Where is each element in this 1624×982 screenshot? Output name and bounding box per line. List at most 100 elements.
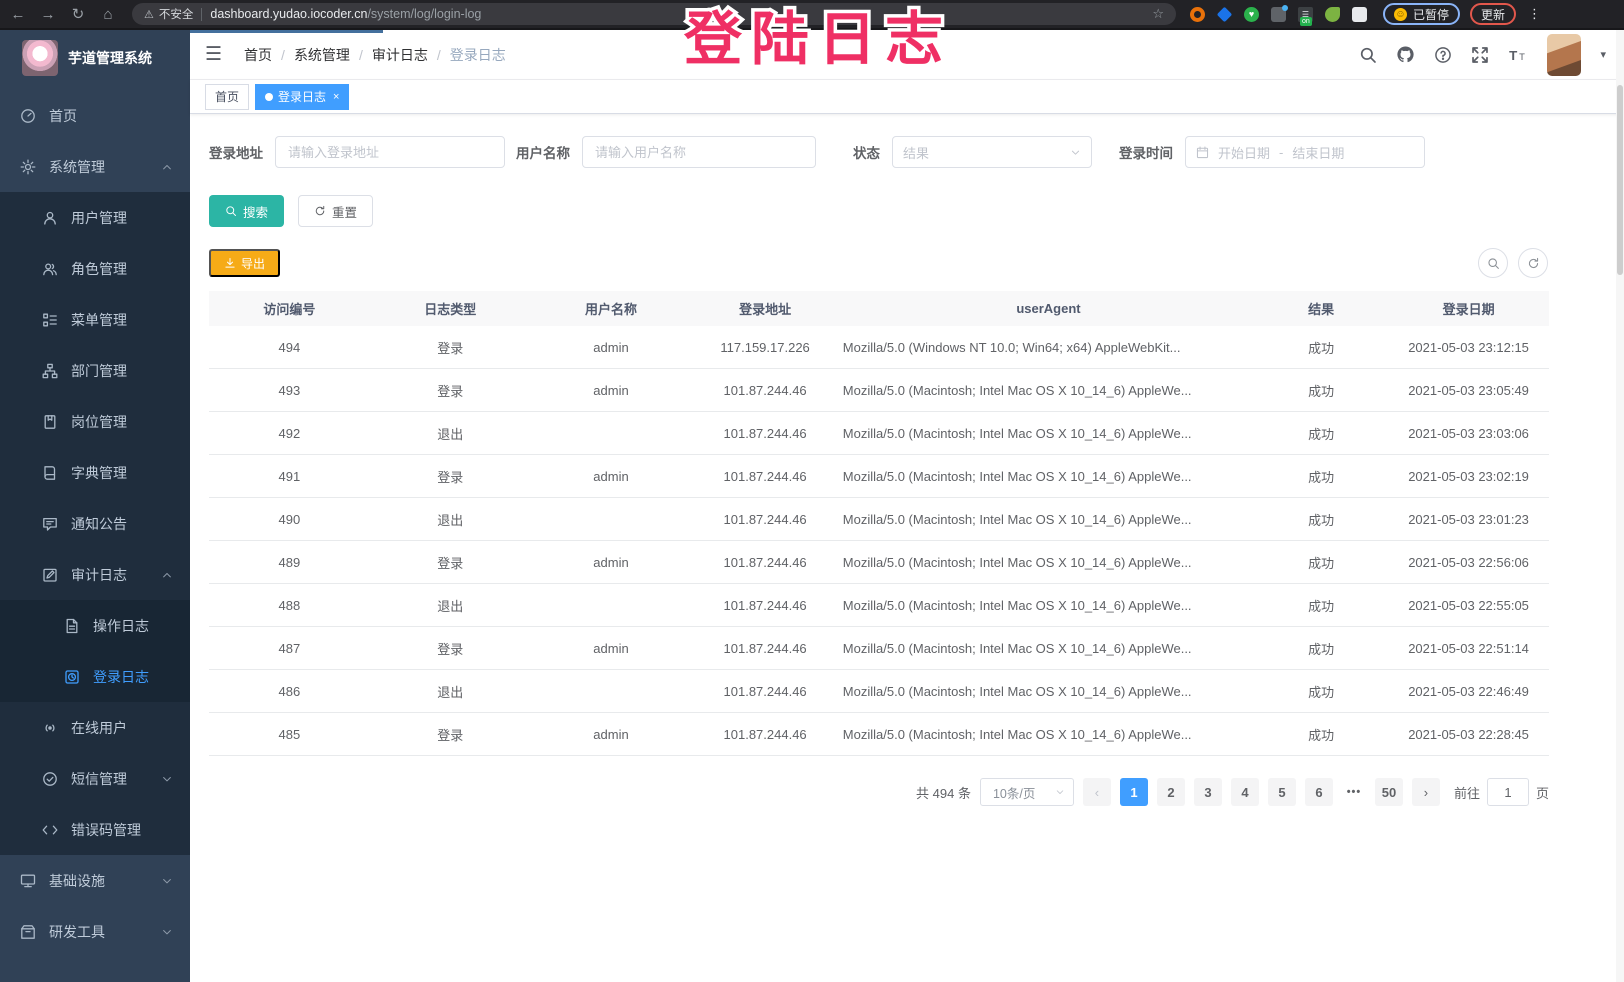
address-bar[interactable]: ⚠ 不安全 dashboard.yudao.iocoder.cn/system/l… [132,3,1176,25]
extension-heart-icon[interactable]: ♥ [1244,6,1259,22]
page-button[interactable]: 50 [1374,778,1403,806]
table-row[interactable]: 490 退出 101.87.244.46 Mozilla/5.0 (Macintosh… [209,498,1549,541]
sidebar-item-devtools[interactable]: 研发工具 [0,906,190,957]
address-input[interactable] [275,136,505,168]
sidebar-item-audit-log[interactable]: 审计日志 [0,549,190,600]
extensions-puzzle-icon[interactable] [1352,6,1367,22]
col-header-result: 结果 [1308,302,1335,317]
badge-icon [41,413,58,430]
breadcrumb-home[interactable]: 首页 [244,46,273,63]
extension-list-icon[interactable]: ☰ on [1298,6,1313,26]
scrollbar-track[interactable] [1616,30,1624,982]
page-button[interactable]: 1 [1119,778,1148,806]
breadcrumb-system[interactable]: 系统管理 [293,46,350,63]
scrollbar-thumb[interactable] [1617,85,1623,275]
breadcrumb-audit[interactable]: 审计日志 [371,46,428,63]
update-button[interactable]: 更新 [1470,3,1517,25]
forward-icon[interactable]: → [40,5,56,23]
tag-home[interactable]: 首页 [205,83,250,110]
caret-down-icon[interactable]: ▾ [1600,49,1606,61]
search-button[interactable]: 搜索 [209,195,285,227]
sidebar-item-menus[interactable]: 菜单管理 [0,294,190,345]
not-secure-badge[interactable]: ⚠ 不安全 [144,8,194,22]
svg-text:T: T [1510,48,1518,63]
circle-check-icon [41,770,58,787]
table-row[interactable]: 491 登录 admin 101.87.244.46 Mozilla/5.0 (Maci… [209,455,1549,498]
date-range-picker[interactable]: 开始日期 - 结束日期 [1185,136,1425,168]
table-row[interactable]: 488 退出 101.87.244.46 Mozilla/5.0 (Macintosh… [209,584,1549,627]
reload-icon[interactable]: ↻ [71,6,85,23]
sidebar-item-online-users[interactable]: 在线用户 [0,702,190,753]
status-select[interactable]: 结果 [892,136,1092,168]
chevron-down-icon [161,773,173,785]
goto-page-input[interactable] [1486,778,1529,806]
sidebar-item-home[interactable]: 首页 [0,90,190,141]
extension-gem-icon[interactable] [1216,6,1233,22]
refresh-icon [315,205,325,216]
user-avatar[interactable] [1547,33,1582,76]
bookmark-star-icon[interactable]: ☆ [1152,6,1164,21]
login-log-icon [63,668,80,685]
table-row[interactable]: 493 登录 admin 101.87.244.46 Mozilla/5.0 (Maci… [209,369,1549,412]
fullscreen-icon[interactable] [1471,46,1489,64]
extension-plant-icon[interactable] [1325,6,1340,22]
sidebar-item-announcements[interactable]: 通知公告 [0,498,190,549]
page-button[interactable]: 4 [1230,778,1259,806]
chevron-down-icon [161,926,173,938]
sidebar-item-sms[interactable]: 短信管理 [0,753,190,804]
back-icon[interactable]: ← [10,5,26,23]
next-page-button[interactable]: › [1411,778,1440,806]
sidebar-item-operation-log[interactable]: 操作日志 [0,600,190,651]
username-input[interactable] [582,136,816,168]
gear-icon [19,158,36,175]
more-pages-icon[interactable]: ••• [1339,778,1368,806]
chevron-up-icon [161,161,173,173]
toggle-search-button[interactable] [1478,248,1508,278]
refresh-table-button[interactable] [1518,248,1548,278]
table-row[interactable]: 494 登录 admin 117.159.17.226 Mozilla/5.0 (Win… [209,326,1549,369]
page-size-select[interactable]: 10条/页 [979,778,1074,806]
sidebar-item-departments[interactable]: 部门管理 [0,345,190,396]
github-icon[interactable] [1396,45,1415,64]
prev-page-button[interactable]: ‹ [1082,778,1111,806]
audit-edit-icon [41,566,58,583]
export-button[interactable]: 导出 [209,249,281,277]
profile-paused-chip[interactable]: ☺ 已暂停 [1383,3,1461,25]
sidebar-item-infrastructure[interactable]: 基础设施 [0,855,190,906]
table-row[interactable]: 492 退出 101.87.244.46 Mozilla/5.0 (Macintosh… [209,412,1549,455]
sidebar-item-error-codes[interactable]: 错误码管理 [0,804,190,855]
page-button[interactable]: 5 [1267,778,1296,806]
browser-menu-icon[interactable]: ⋮ [1528,6,1543,21]
app-logo[interactable]: 芋道管理系统 [0,30,190,86]
hamburger-icon[interactable]: ☰ [205,44,223,65]
sidebar-item-users[interactable]: 用户管理 [0,192,190,243]
table-row[interactable]: 486 退出 101.87.244.46 Mozilla/5.0 (Macintosh… [209,670,1549,713]
tag-close-icon[interactable]: × [333,90,340,103]
sidebar-item-dictionary[interactable]: 字典管理 [0,447,190,498]
sidebar-item-system[interactable]: 系统管理 [0,141,190,192]
start-date-placeholder: 开始日期 [1218,145,1271,161]
extension-grid-icon[interactable] [1271,4,1288,22]
home-icon[interactable]: ⌂ [103,5,113,23]
page-button[interactable]: 2 [1156,778,1185,806]
table-header-row: 访问编号 日志类型 用户名称 登录地址 userAgent 结果 登录日期 [209,291,1549,326]
reset-button[interactable]: 重置 [298,195,374,227]
col-header-agent: userAgent [1016,301,1081,316]
table-row[interactable]: 489 登录 admin 101.87.244.46 Mozilla/5.0 (Maci… [209,541,1549,584]
download-icon [225,258,235,268]
table-row[interactable]: 485 登录 admin 101.87.244.46 Mozilla/5.0 (Maci… [209,713,1549,756]
page-button[interactable]: 6 [1304,778,1333,806]
sidebar-item-posts[interactable]: 岗位管理 [0,396,190,447]
sidebar-item-login-log[interactable]: 登录日志 [0,651,190,702]
extension-orange-icon[interactable] [1190,6,1205,22]
page-button[interactable]: 3 [1193,778,1222,806]
table-row[interactable]: 487 登录 admin 101.87.244.46 Mozilla/5.0 (Maci… [209,627,1549,670]
tag-login-log[interactable]: 登录日志 × [255,83,350,110]
svg-text:T: T [1520,52,1526,63]
sidebar-item-roles[interactable]: 角色管理 [0,243,190,294]
help-icon[interactable] [1434,46,1452,64]
search-icon[interactable] [1359,46,1377,64]
col-header-ip: 登录地址 [739,302,792,317]
